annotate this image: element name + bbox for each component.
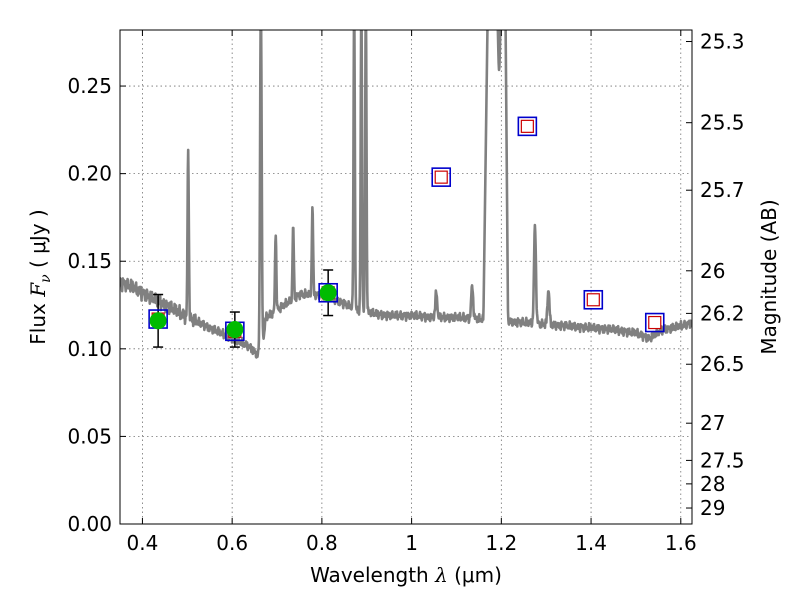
observed-point [149,312,167,330]
spectrum-layer [120,30,692,359]
x-tick-label: 1 [405,531,418,555]
x-axis-label-symbol: λ [434,563,448,587]
x-tick-label: 1.6 [665,531,697,555]
spectrum-line [120,30,692,359]
y-axis-label-prefix: Flux [26,297,50,345]
tick-labels: 0.4 0.6 0.8 1 1.2 1.4 1.6 0.00 0.05 0.10 0.15 0.20 0… [67,30,744,555]
y-tick-label: 0.05 [67,424,112,448]
plot-frame [119,29,693,525]
y-axis-label-subscript: ν [38,274,54,283]
y2-tick-label: 25.5 [700,111,745,135]
y2-tick-label: 25.7 [700,178,745,202]
y2-tick-label: 27.5 [700,448,745,472]
x-axis-label-suffix: (μm) [448,563,502,587]
y-axis-label-suffix: ( μJy ) [26,209,50,274]
y2-tick-label: 25.3 [700,30,745,54]
model-point-inner [520,119,534,133]
y-tick-label: 0.00 [67,512,112,536]
x-tick-label: 0.8 [306,531,338,555]
y-tick-label: 0.25 [67,74,112,98]
model-point-inner [434,170,448,184]
model-point-outer [644,312,665,333]
y-tick-label: 0.15 [67,249,112,273]
x-axis-label: Wavelength λ (μm) [310,563,502,587]
y2-tick-label: 26.2 [700,301,745,325]
y2-tick-label: 27 [700,411,725,435]
observed-point [319,284,337,302]
points-layer [148,116,665,348]
y-tick-label: 0.20 [67,162,112,186]
x-axis-label-prefix: Wavelength [310,563,435,587]
model-point-outer [517,116,538,137]
y2-tick-label: 26 [700,259,725,283]
y2-tick-label: 29 [700,496,725,520]
observed-point [226,321,244,339]
model-point-inner [648,315,662,330]
model-point-inner [586,293,600,307]
ticks [120,30,692,525]
y-axis-label-symbol: F [26,282,50,298]
y2-tick-label: 26.5 [700,352,745,376]
model-point-outer [431,167,452,187]
grid [120,30,692,525]
model-point-outer [583,289,604,310]
y2-tick-label: 28 [700,472,725,496]
y-axis-label: Flux Fν ( μJy ) [26,209,54,344]
model-point-outer [318,282,338,303]
y-tick-label: 0.10 [67,337,112,361]
y2-axis-label: Magnitude (AB) [757,199,781,354]
x-tick-label: 0.6 [216,531,248,555]
x-tick-label: 1.2 [485,531,517,555]
x-tick-label: 1.4 [575,531,607,555]
x-tick-label: 0.4 [127,531,159,555]
